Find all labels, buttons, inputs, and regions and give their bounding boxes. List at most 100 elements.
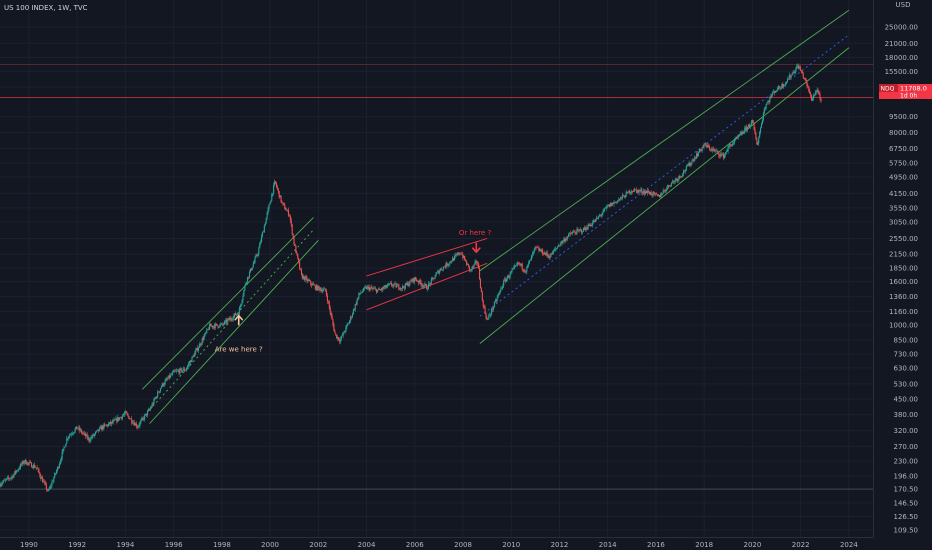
y-tick-label: 4950.00	[889, 174, 918, 182]
y-tick-label: 8000.00	[889, 129, 918, 137]
candle-body	[289, 215, 291, 221]
candle-body	[78, 427, 80, 429]
price-axis[interactable]: 25000.0021000.0018000.0015500.0013100.00…	[885, 24, 918, 535]
candle-body	[11, 476, 13, 478]
candle-body	[710, 149, 712, 151]
candle-body	[96, 429, 98, 431]
candle-body	[283, 203, 285, 205]
candle-body	[170, 374, 172, 378]
candle-body	[215, 323, 217, 325]
candle-body	[418, 279, 420, 283]
candle-body	[58, 464, 60, 468]
candle-body	[607, 204, 610, 206]
candle-body	[130, 418, 132, 420]
candle-body	[434, 276, 436, 279]
candle-body	[137, 426, 139, 428]
channel-midline	[149, 229, 314, 411]
annotation-or-here: Or here ?	[459, 229, 492, 237]
candle-body	[601, 213, 603, 216]
candle-body	[389, 283, 391, 285]
y-tick-label: 270.00	[894, 443, 919, 451]
candle-body	[521, 264, 523, 270]
candle-body	[396, 285, 398, 288]
candle-body	[414, 277, 417, 280]
candle-body	[672, 181, 674, 182]
candle-body	[650, 192, 652, 195]
candle-body	[125, 411, 127, 413]
candle-body	[165, 379, 167, 381]
candle-body	[43, 481, 45, 483]
candle-body	[397, 284, 399, 286]
candle-body	[568, 233, 571, 235]
candle-body	[367, 286, 369, 288]
candle-body	[723, 154, 725, 159]
candle-body	[787, 78, 789, 80]
candle-body	[470, 269, 472, 271]
candle-body	[628, 190, 630, 193]
y-tick-label: 15500.00	[885, 68, 918, 76]
candle-body	[217, 325, 219, 328]
time-axis[interactable]: 1990 1992 1994 1996 1998 2000 2002 2004 2006 2008…	[20, 541, 858, 549]
candle-body	[154, 398, 156, 400]
candle-body	[538, 247, 540, 251]
candle-body	[502, 286, 504, 289]
channel-line-lower	[479, 47, 850, 344]
candle-body	[8, 478, 10, 479]
candle-body	[685, 165, 687, 171]
candle-body	[539, 249, 541, 251]
candle-body	[602, 212, 604, 214]
candle-body	[727, 146, 729, 152]
candle-body	[678, 175, 680, 179]
candle-body	[362, 291, 364, 293]
candle-body	[804, 78, 806, 80]
candle-body	[646, 190, 648, 193]
candle-body	[159, 388, 162, 392]
candle-body	[430, 279, 432, 285]
candle-body	[71, 433, 73, 435]
candle-body	[124, 411, 126, 414]
candle-body	[390, 282, 392, 286]
candle-body	[348, 323, 350, 324]
candle-body	[423, 285, 425, 287]
candle-body	[94, 431, 97, 434]
candle-body	[194, 352, 196, 357]
candle-body	[384, 285, 386, 288]
candle-body	[273, 185, 275, 194]
candle-body	[427, 283, 430, 289]
candle-body	[545, 252, 547, 255]
candle-body	[439, 270, 441, 274]
candle-body	[747, 126, 749, 130]
candle-body	[461, 254, 463, 255]
candle-body	[712, 148, 714, 150]
candle-body	[478, 268, 481, 280]
candle-body	[653, 192, 655, 193]
candle-body	[453, 258, 455, 261]
candle-body	[760, 124, 763, 128]
candle-body	[163, 384, 165, 386]
candle-body	[50, 485, 52, 487]
candle-body	[364, 287, 367, 288]
candle-body	[201, 338, 203, 344]
candle-body	[795, 68, 797, 72]
candle-body	[210, 325, 213, 327]
candle-body	[660, 194, 662, 196]
candle-body	[726, 151, 728, 152]
candle-body	[567, 236, 569, 240]
candle-body	[541, 249, 543, 252]
candle-body	[410, 280, 412, 282]
candle-body	[22, 461, 24, 464]
candle-body	[749, 125, 751, 127]
candle-body	[193, 355, 195, 357]
candle-body	[184, 370, 187, 371]
candle-body	[117, 417, 119, 422]
candle-body	[33, 464, 35, 468]
candle-body	[751, 120, 753, 122]
candle-body	[200, 343, 202, 346]
candle-body	[630, 192, 632, 194]
candle-body	[82, 433, 85, 434]
candle-body	[322, 290, 324, 292]
candle-body	[805, 78, 807, 81]
candle-body	[5, 478, 8, 480]
